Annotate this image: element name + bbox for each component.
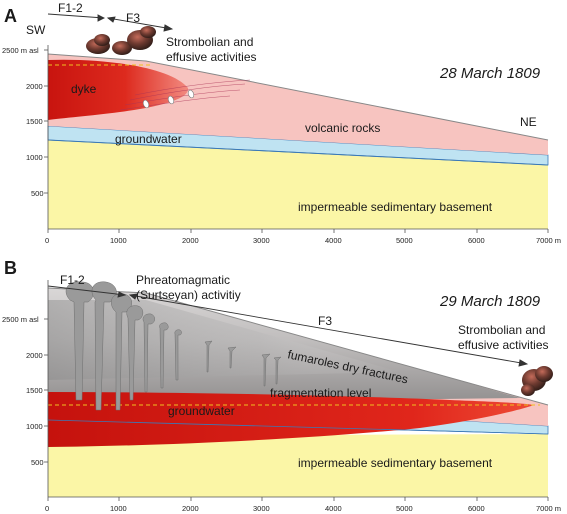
date-label-b: 29 March 1809 <box>439 293 541 310</box>
panel-b: B <box>2 258 561 513</box>
basement-label-a: impermeable sedimentary basement <box>298 200 493 214</box>
fissure-f3-label-b: F3 <box>318 314 332 328</box>
groundwater-base-line-a <box>47 139 549 166</box>
x-ticks-a <box>47 229 549 233</box>
fragmentation-label-b: fragmentation level <box>270 386 371 400</box>
y-tick-label-a-500: 500 <box>31 189 44 198</box>
panel-a-sw-label: SW <box>26 23 46 37</box>
x-tick-label-a-5000: 5000 <box>396 236 413 245</box>
basement-label-b: impermeable sedimentary basement <box>298 456 493 470</box>
activity-label-b-line1: Strombolian and <box>458 323 545 337</box>
x-tick-label-b-0: 0 <box>45 504 49 513</box>
x-ticks-b <box>47 497 549 501</box>
groundwater-base-line-b <box>47 419 549 435</box>
y-tick-label-a-1500: 1500 <box>26 117 43 126</box>
fissure-f12-label-b: F1-2 <box>60 273 85 287</box>
x-tick-label-a-1000: 1000 <box>110 236 127 245</box>
panel-a: A SW NE <box>2 1 561 245</box>
fissure-arrows-b <box>47 285 529 367</box>
y-ticks-a <box>44 49 48 194</box>
x-tick-label-a-2000: 2000 <box>182 236 199 245</box>
basement-layer-a <box>48 140 548 229</box>
x-tick-label-a-7000: 7000 m <box>536 236 561 245</box>
panel-a-letter: A <box>4 6 17 26</box>
x-tick-label-a-6000: 6000 <box>468 236 485 245</box>
fissure-f3-label-a: F3 <box>126 11 140 25</box>
x-tick-label-a-4000: 4000 <box>325 236 342 245</box>
groundwater-label-a: groundwater <box>115 132 182 146</box>
y-tick-label-b-2500: 2500 m asl <box>2 315 39 324</box>
y-tick-label-b-2000: 2000 <box>26 351 43 360</box>
x-tick-label-b-2000: 2000 <box>182 504 199 513</box>
y-ticks-b <box>44 318 48 463</box>
x-tick-label-a-3000: 3000 <box>253 236 270 245</box>
strombolian-plume-icon-b <box>521 366 553 396</box>
y-tick-label-b-1500: 1500 <box>26 386 43 395</box>
groundwater-label-b: groundwater <box>168 404 235 418</box>
dyke-b <box>48 392 534 447</box>
x-tick-label-b-4000: 4000 <box>325 504 342 513</box>
phreato-label-b-line2: (Surtseyan) activitiy <box>136 288 241 302</box>
y-tick-label-b-1000: 1000 <box>26 422 43 431</box>
y-tick-label-a-2000: 2000 <box>26 82 43 91</box>
fractures-a <box>119 79 251 111</box>
bubbles-a <box>142 89 195 109</box>
fissure-f12-label-a: F1-2 <box>58 1 83 15</box>
x-tick-label-b-1000: 1000 <box>110 504 127 513</box>
date-label-a: 28 March 1809 <box>439 65 541 82</box>
activity-label-a-line2: effusive activities <box>166 50 257 64</box>
phreatomagmatic-columns-icon-b <box>65 281 282 411</box>
activity-label-b-line2: effusive activities <box>458 338 549 352</box>
volcanic-rocks-label-a: volcanic rocks <box>305 121 380 135</box>
panel-a-ne-label: NE <box>520 115 537 129</box>
y-tick-label-b-500: 500 <box>31 458 44 467</box>
activity-label-a-line1: Strombolian and <box>166 35 253 49</box>
x-tick-label-b-3000: 3000 <box>253 504 270 513</box>
y-tick-label-a-1000: 1000 <box>26 153 43 162</box>
y-tick-label-a-2500: 2500 m asl <box>2 46 39 55</box>
basement-layer-b <box>48 434 548 497</box>
surface-line-a <box>47 53 549 141</box>
panel-b-letter: B <box>4 258 17 278</box>
dyke-label-a: dyke <box>71 82 97 96</box>
x-tick-label-b-7000: 7000 m <box>536 504 561 513</box>
x-tick-label-a-0: 0 <box>45 236 49 245</box>
x-tick-label-b-5000: 5000 <box>396 504 413 513</box>
phreato-label-b-line1: Phreatomagmatic <box>136 273 230 287</box>
strombolian-plume-icon-a <box>86 26 156 55</box>
x-tick-label-b-6000: 6000 <box>468 504 485 513</box>
fissure-arrows-a <box>47 13 174 32</box>
